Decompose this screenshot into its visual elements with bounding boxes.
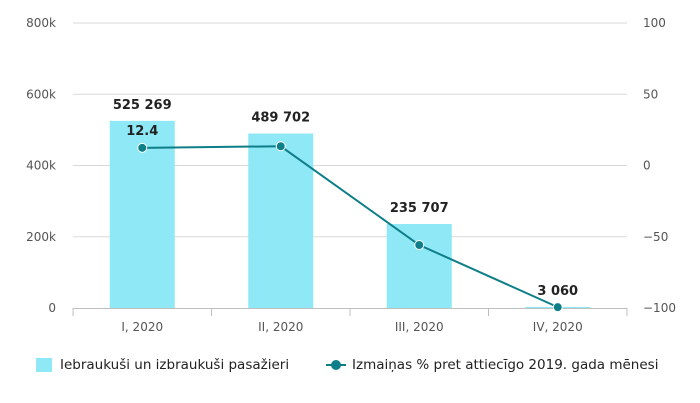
- legend-line-label: Izmaiņas % pret attiecīgo 2019. gada mēn…: [352, 357, 659, 373]
- bar: [248, 133, 314, 308]
- bar-data-label: 525 269: [113, 98, 172, 113]
- x-tick-label: III, 2020: [395, 320, 444, 334]
- y-right-tick-label: 100: [643, 16, 666, 30]
- line-point: [275, 141, 286, 152]
- line-series: [142, 145, 559, 309]
- y-right-tick-label: 0: [643, 159, 651, 173]
- line-point: [552, 302, 563, 313]
- legend-line-swatch: [326, 358, 346, 372]
- y-left-tick-label: 400k: [26, 159, 56, 173]
- y-left-tick-label: 200k: [26, 230, 56, 244]
- x-tick-label: IV, 2020: [533, 320, 583, 334]
- y-left-tick-label: 0: [48, 301, 56, 315]
- legend-item-line: Izmaiņas % pret attiecīgo 2019. gada mēn…: [326, 357, 658, 373]
- legend-bar-swatch: [36, 358, 52, 372]
- bar-data-label: 489 702: [251, 111, 310, 126]
- legend: Iebraukuši un izbraukuši pasažieri Izmai…: [0, 352, 700, 378]
- x-tick-label: II, 2020: [258, 320, 303, 334]
- y-right-tick-label: −50: [643, 230, 668, 244]
- y-left-tick-label: 800k: [26, 16, 56, 30]
- bar: [386, 224, 452, 308]
- x-tick-label: I, 2020: [121, 320, 163, 334]
- line-point: [414, 240, 425, 251]
- y-right-tick-label: −100: [643, 301, 676, 315]
- chart: 0 200k 400k 600k 800k −100 −50 0 50 100 I, 2020 II,…: [26, 16, 676, 334]
- bar-data-label: 235 707: [390, 201, 449, 216]
- y-left-tick-label: 600k: [26, 87, 56, 101]
- line-data-label: 12.4: [126, 124, 158, 139]
- legend-item-bar: Iebraukuši un izbraukuši pasažieri: [36, 357, 289, 373]
- legend-bar-label: Iebraukuši un izbraukuši pasažieri: [60, 357, 290, 373]
- line-point: [137, 142, 148, 153]
- y-right-tick-label: 50: [643, 87, 658, 101]
- bar-data-label: 3 060: [537, 284, 578, 299]
